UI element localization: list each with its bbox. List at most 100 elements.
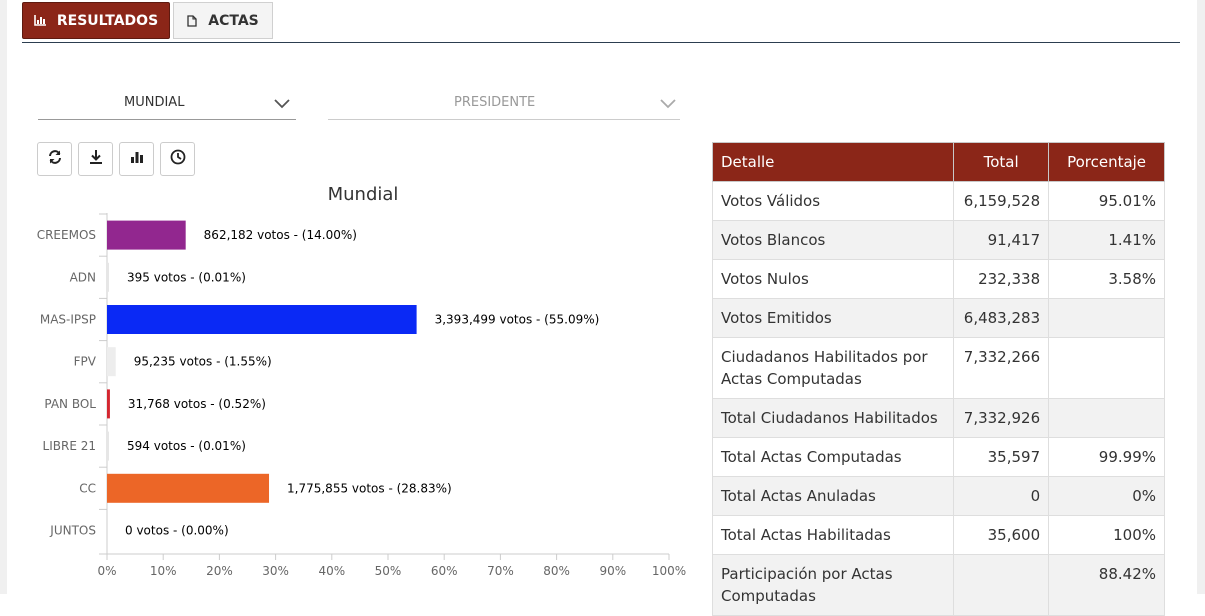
category-label: CREEMOS (37, 228, 96, 242)
bar (107, 389, 110, 419)
x-tick-label: 80% (543, 564, 570, 578)
row-percentage (1048, 298, 1165, 338)
bar-chart-button[interactable] (119, 142, 154, 176)
data-label: 31,768 votos - (0.52%) (128, 397, 266, 411)
category-label: PAN BOL (44, 397, 96, 411)
table-row: Total Ciudadanos Habilitados 7,332,926 (711, 398, 1165, 438)
table-header-row: Detalle Total Porcentaje (711, 142, 1165, 182)
row-label: Ciudadanos Habilitados por Actas Computa… (711, 337, 955, 399)
table-row: Total Actas Computadas 35,597 99.99% (711, 437, 1165, 477)
bar-chart-icon (129, 149, 145, 169)
x-tick-label: 50% (375, 564, 402, 578)
bar (107, 262, 109, 292)
chevron-down-icon (660, 94, 676, 113)
row-total (953, 554, 1050, 616)
data-label: 862,182 votos - (14.00%) (204, 228, 357, 242)
table-row: Votos Emitidos 6,483,283 (711, 298, 1165, 338)
bar (107, 220, 186, 250)
bar (107, 431, 109, 461)
row-total: 7,332,926 (953, 398, 1050, 438)
row-label: Total Actas Anuladas (711, 476, 955, 516)
data-label: 95,235 votos - (1.55%) (134, 355, 272, 369)
table-row: Votos Blancos 91,417 1.41% (711, 220, 1165, 260)
office-select[interactable]: PRESIDENTE (328, 88, 680, 120)
download-button[interactable] (78, 142, 113, 176)
table-row: Votos Nulos 232,338 3.58% (711, 259, 1165, 299)
data-label: 3,393,499 votos - (55.09%) (435, 313, 600, 327)
table-header: Total (953, 142, 1050, 182)
category-label: CC (79, 481, 96, 495)
chart-title: Mundial (328, 184, 399, 205)
download-icon (88, 149, 104, 169)
tab-bar: RESULTADOS ACTAS (22, 2, 1180, 43)
data-label: 594 votos - (0.01%) (127, 439, 246, 453)
tab-actas[interactable]: ACTAS (173, 2, 273, 39)
row-percentage: 95.01% (1048, 181, 1165, 221)
chart-icon (34, 15, 46, 26)
data-label: 395 votos - (0.01%) (127, 270, 246, 284)
row-label: Total Actas Computadas (711, 437, 955, 477)
table-header: Detalle (711, 142, 955, 182)
row-percentage: 99.99% (1048, 437, 1165, 477)
table-row: Total Actas Habilitadas 35,600 100% (711, 515, 1165, 555)
tab-resultados[interactable]: RESULTADOS (22, 2, 170, 39)
row-label: Votos Nulos (711, 259, 955, 299)
row-total: 35,597 (953, 437, 1050, 477)
refresh-icon (47, 149, 63, 169)
office-select-value: PRESIDENTE (454, 95, 536, 110)
x-tick-label: 90% (599, 564, 626, 578)
tab-resultados-label: RESULTADOS (56, 12, 159, 29)
data-label: 0 votos - (0.00%) (125, 524, 229, 538)
bar (107, 473, 270, 503)
row-percentage: 1.41% (1048, 220, 1165, 260)
history-button[interactable] (160, 142, 195, 176)
category-label: JUNTOS (49, 524, 96, 538)
data-label: 1,775,855 votos - (28.83%) (287, 481, 452, 495)
x-tick-label: 70% (487, 564, 514, 578)
row-label: Votos Emitidos (711, 298, 955, 338)
table-row: Ciudadanos Habilitados por Actas Computa… (711, 337, 1165, 399)
category-label: MAS-IPSP (40, 313, 96, 327)
category-label: FPV (74, 355, 97, 369)
row-percentage (1048, 337, 1165, 399)
row-total: 35,600 (953, 515, 1050, 555)
x-tick-label: 10% (150, 564, 177, 578)
row-percentage: 3.58% (1048, 259, 1165, 299)
results-bar-chart: Mundial CREEMOS 862,182 votos - (14.00%) AD… (37, 184, 686, 578)
row-total: 6,483,283 (953, 298, 1050, 338)
tab-actas-label: ACTAS (208, 12, 259, 29)
row-percentage (1048, 398, 1165, 438)
row-total: 0 (953, 476, 1050, 516)
row-total: 6,159,528 (953, 181, 1050, 221)
x-tick-label: 60% (431, 564, 458, 578)
file-icon (187, 14, 197, 27)
bar (107, 305, 417, 334)
row-total: 7,332,266 (953, 337, 1050, 399)
table-row: Total Actas Anuladas 0 0% (711, 476, 1165, 516)
x-tick-label: 0% (97, 564, 116, 578)
results-table: Detalle Total Porcentaje Votos Válidos 6… (711, 142, 1165, 616)
clock-icon (170, 149, 186, 169)
x-tick-label: 100% (652, 564, 686, 578)
row-label: Total Ciudadanos Habilitados (711, 398, 955, 438)
x-tick-label: 30% (262, 564, 289, 578)
row-label: Votos Blancos (711, 220, 955, 260)
chevron-down-icon (274, 94, 290, 113)
scope-select[interactable]: MUNDIAL (38, 88, 296, 120)
x-tick-label: 20% (206, 564, 233, 578)
row-percentage: 0% (1048, 476, 1165, 516)
refresh-button[interactable] (37, 142, 72, 176)
category-label: LIBRE 21 (43, 439, 96, 453)
row-total: 232,338 (953, 259, 1050, 299)
row-label: Participación por Actas Computadas (711, 554, 955, 616)
row-label: Total Actas Habilitadas (711, 515, 955, 555)
category-label: ADN (70, 270, 96, 284)
table-row: Participación por Actas Computadas 88.42… (711, 554, 1165, 616)
row-percentage: 88.42% (1048, 554, 1165, 616)
row-percentage: 100% (1048, 515, 1165, 555)
table-header: Porcentaje (1048, 142, 1165, 182)
page-frame-left (0, 0, 7, 594)
row-label: Votos Válidos (711, 181, 955, 221)
x-tick-label: 40% (318, 564, 345, 578)
scope-select-value: MUNDIAL (124, 95, 185, 110)
